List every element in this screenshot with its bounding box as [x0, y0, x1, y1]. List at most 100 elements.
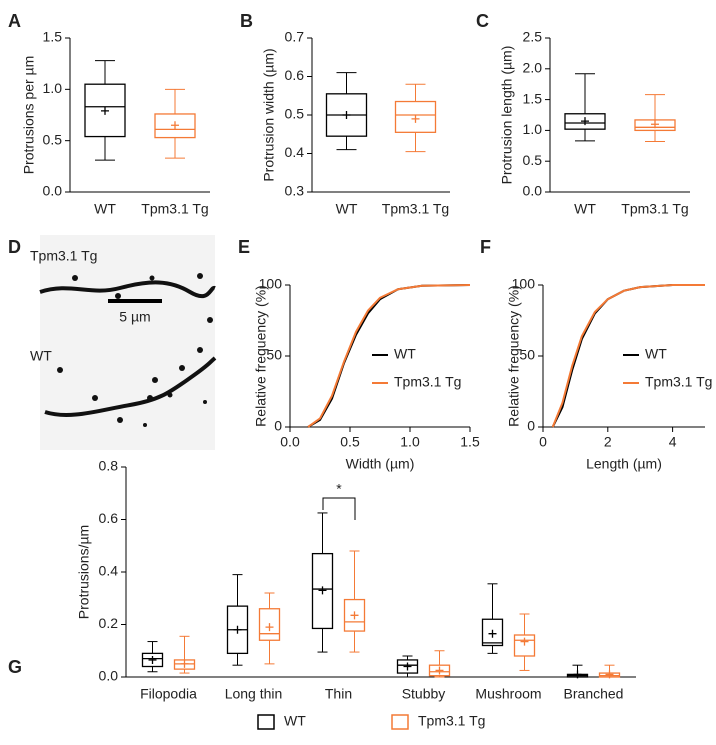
legend-swatch [257, 714, 275, 730]
x-axis-label: Length (µm) [586, 456, 662, 472]
y-tick-label: 100 [512, 276, 536, 292]
micrograph [39, 235, 217, 450]
x-tick-label: 0 [539, 434, 547, 450]
y-tick-label: 0.6 [285, 67, 305, 83]
image-label: WT [30, 348, 52, 364]
x-tick-label: WT [336, 201, 358, 217]
x-tick-label: Long thin [225, 686, 283, 702]
mean-marker [403, 662, 412, 671]
y-tick-label: 100 [259, 276, 283, 292]
y-tick-label: 0.5 [43, 131, 63, 147]
x-tick-label: Tpm3.1 Tg [141, 201, 208, 217]
x-tick-label: Branched [564, 686, 624, 702]
y-tick-label: 0.0 [523, 183, 543, 199]
y-tick-label: 0.7 [285, 29, 305, 45]
y-tick-label: 0.8 [99, 458, 119, 474]
panel-letter: B [240, 11, 253, 31]
mean-marker [488, 629, 497, 638]
x-tick-label: 1.0 [400, 434, 420, 450]
x-tick-label: 2 [604, 434, 612, 450]
y-tick-label: 0.2 [99, 615, 119, 631]
x-tick-label: Tpm3.1 Tg [382, 201, 449, 217]
y-axis-label: Relative frequency (%) [506, 285, 522, 427]
y-tick-label: 0.5 [285, 106, 305, 122]
legend-label: WT [284, 713, 306, 729]
y-axis-label: Protrusions per µm [21, 56, 37, 175]
panel-letter: D [8, 237, 21, 257]
legend-label: WT [645, 346, 667, 362]
mean-marker [411, 114, 420, 123]
mean-marker [233, 625, 242, 634]
panel-letter: E [238, 237, 250, 257]
legend-label: WT [394, 346, 416, 362]
x-tick-label: 0.5 [340, 434, 360, 450]
y-tick-label: 0 [274, 418, 282, 434]
panel-letter: A [8, 11, 21, 31]
y-axis-label: Protrusion width (µm) [261, 48, 277, 181]
mean-marker [265, 623, 274, 632]
y-tick-label: 0.6 [99, 510, 119, 526]
significance-label: * [336, 481, 342, 497]
y-tick-label: 1.5 [523, 90, 543, 106]
x-tick-label: 1.5 [460, 434, 480, 450]
y-tick-label: 0 [527, 418, 535, 434]
mean-marker [350, 611, 359, 620]
y-tick-label: 0.3 [285, 183, 305, 199]
cdf-line [551, 284, 705, 428]
cdf-line [307, 284, 471, 428]
x-tick-label: 4 [669, 434, 677, 450]
legend-label: Tpm3.1 Tg [645, 374, 712, 390]
x-tick-label: Stubby [402, 686, 446, 702]
y-axis-label: Relative frequency (%) [253, 285, 269, 427]
mean-marker [435, 666, 444, 675]
x-axis-label: Width (µm) [346, 456, 415, 472]
cdf-line [307, 284, 471, 428]
x-tick-label: Filopodia [140, 686, 197, 702]
mean-marker [171, 121, 179, 130]
legend-label: Tpm3.1 Tg [394, 374, 461, 390]
legend-label: Tpm3.1 Tg [418, 713, 485, 729]
y-tick-label: 1.0 [43, 80, 63, 96]
mean-marker [605, 670, 614, 679]
y-tick-label: 1.0 [523, 121, 543, 137]
y-axis-label: Protrusion length (µm) [499, 46, 515, 185]
mean-marker [581, 117, 589, 126]
mean-marker [148, 655, 157, 664]
x-tick-label: 0.0 [280, 434, 300, 450]
mean-marker [520, 637, 529, 646]
x-tick-label: Thin [325, 686, 352, 702]
y-tick-label: 2.0 [523, 60, 543, 76]
y-tick-label: 0.0 [99, 668, 119, 684]
y-tick-label: 0.5 [523, 152, 543, 168]
image-background [40, 235, 215, 450]
scale-bar-label: 5 µm [119, 309, 150, 325]
x-tick-label: Mushroom [475, 686, 541, 702]
mean-marker [342, 111, 351, 119]
mean-marker [101, 106, 109, 115]
panel-letter: C [476, 11, 489, 31]
panel-letter: F [480, 237, 491, 257]
image-label: Tpm3.1 Tg [30, 248, 97, 264]
y-tick-label: 50 [266, 347, 282, 363]
significance-bracket [322, 497, 356, 520]
spines [57, 273, 213, 427]
y-tick-label: 50 [519, 347, 535, 363]
legend-swatch [391, 714, 409, 730]
y-tick-label: 0.0 [43, 183, 63, 199]
mean-marker [651, 120, 659, 129]
x-tick-label: WT [574, 201, 596, 217]
mean-marker [573, 670, 582, 679]
mean-marker [180, 659, 189, 668]
x-tick-label: WT [94, 201, 116, 217]
mean-marker [318, 586, 327, 595]
y-tick-label: 2.5 [523, 29, 543, 45]
dendrite [39, 280, 216, 299]
dendrite [44, 356, 217, 417]
y-tick-label: 1.5 [43, 29, 63, 45]
panel-letter: G [8, 657, 22, 677]
y-tick-label: 0.4 [99, 563, 119, 579]
x-tick-label: Tpm3.1 Tg [621, 201, 688, 217]
y-tick-label: 0.4 [285, 144, 305, 160]
y-axis-label: Protrusions/µm [76, 525, 92, 619]
